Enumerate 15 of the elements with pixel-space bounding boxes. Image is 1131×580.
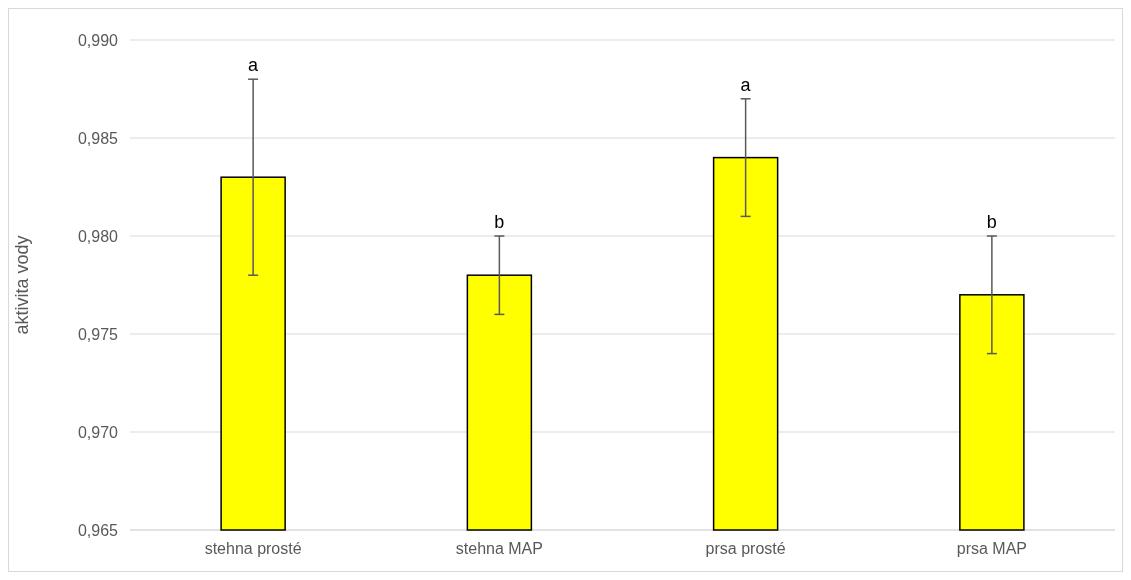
y-tick-label: 0,980 xyxy=(77,227,119,245)
y-tick-label: 0,985 xyxy=(77,129,119,147)
x-tick-label: stehna prosté xyxy=(204,540,302,557)
annotation: a xyxy=(740,74,752,95)
y-tick-label: 0,965 xyxy=(77,521,119,539)
x-tick-label: prsa prosté xyxy=(705,540,786,557)
x-tick-label: stehna MAP xyxy=(455,540,543,557)
y-tick-label: 0,975 xyxy=(77,325,119,343)
x-tick-label: prsa MAP xyxy=(956,540,1027,557)
annotation: a xyxy=(248,55,260,76)
y-axis-title: aktivita vody xyxy=(12,235,32,335)
y-tick-label: 0,970 xyxy=(77,423,119,441)
y-tick-label: 0,990 xyxy=(77,31,119,49)
annotation: b xyxy=(494,212,505,232)
annotation: b xyxy=(986,212,997,232)
